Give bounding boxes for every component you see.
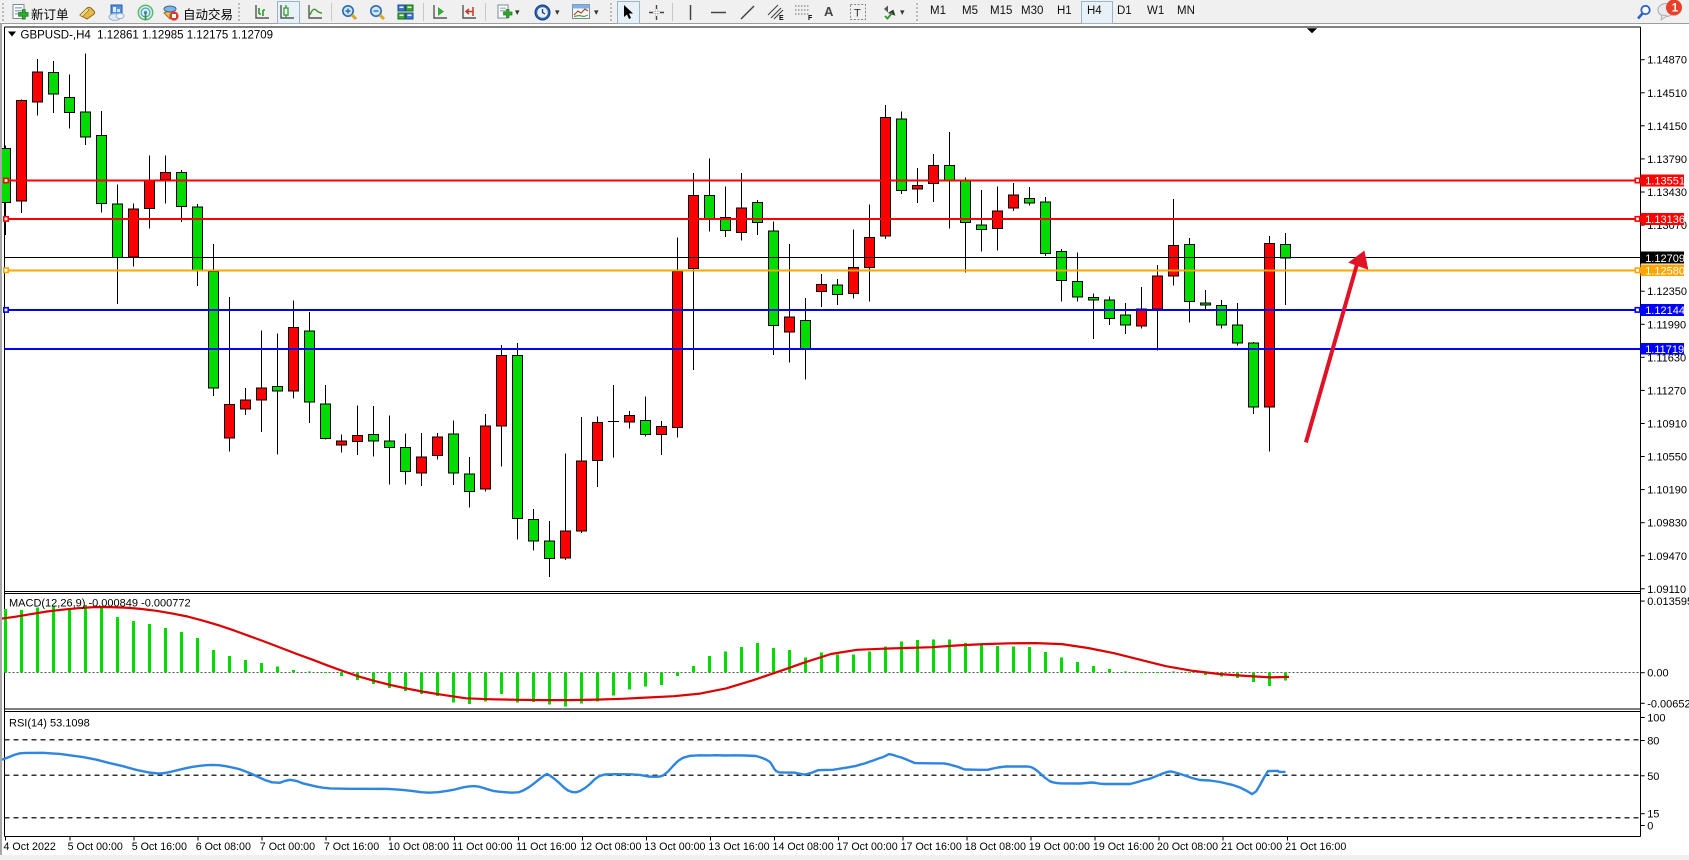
svg-text:1.13136: 1.13136: [1645, 214, 1685, 226]
svg-text:1.11270: 1.11270: [1647, 385, 1686, 397]
svg-text:F: F: [808, 15, 813, 21]
svg-text:1.11990: 1.11990: [1647, 319, 1686, 331]
svg-text:1.13551: 1.13551: [1645, 176, 1685, 188]
svg-text:19 Oct 16:00: 19 Oct 16:00: [1093, 841, 1154, 853]
svg-text:-0.00652: -0.00652: [1647, 698, 1689, 710]
svg-text:17 Oct 00:00: 17 Oct 00:00: [837, 841, 898, 853]
svg-text:1.09470: 1.09470: [1647, 551, 1687, 563]
svg-text:21 Oct 00:00: 21 Oct 00:00: [1221, 841, 1282, 853]
svg-text:4 Oct 2022: 4 Oct 2022: [4, 841, 56, 853]
svg-text:11 Oct 00:00: 11 Oct 00:00: [452, 841, 512, 853]
svg-text:1.09110: 1.09110: [1647, 584, 1686, 596]
svg-text:1.12350: 1.12350: [1647, 286, 1687, 298]
svg-text:1: 1: [1672, 3, 1679, 15]
svg-text:1.12144: 1.12144: [1645, 305, 1685, 317]
svg-text:T: T: [854, 8, 861, 20]
svg-text:18 Oct 08:00: 18 Oct 08:00: [965, 841, 1026, 853]
svg-text:14 Oct 08:00: 14 Oct 08:00: [773, 841, 834, 853]
svg-text:1.10190: 1.10190: [1647, 485, 1687, 497]
svg-text:17 Oct 16:00: 17 Oct 16:00: [901, 841, 962, 853]
svg-text:1.12709: 1.12709: [1645, 253, 1685, 265]
svg-text:1.10910: 1.10910: [1647, 419, 1687, 431]
svg-text:1.14510: 1.14510: [1647, 88, 1687, 100]
svg-text:1.13790: 1.13790: [1647, 154, 1687, 166]
svg-text:50: 50: [1647, 771, 1659, 783]
svg-text:0: 0: [1647, 821, 1653, 833]
svg-text:5 Oct 16:00: 5 Oct 16:00: [132, 841, 187, 853]
svg-text:1.14870: 1.14870: [1647, 55, 1687, 67]
svg-text:5 Oct 00:00: 5 Oct 00:00: [68, 841, 123, 853]
svg-text:E: E: [779, 15, 784, 21]
svg-text:1.09830: 1.09830: [1647, 518, 1687, 530]
svg-text:GBPUSD-,H4 1.12861 1.12985 1.: GBPUSD-,H4 1.12861 1.12985 1.12175 1.127…: [21, 30, 274, 42]
svg-text:10 Oct 08:00: 10 Oct 08:00: [388, 841, 449, 853]
svg-text:0.00: 0.00: [1647, 668, 1668, 680]
svg-text:RSI(14) 53.1098: RSI(14) 53.1098: [9, 718, 90, 730]
svg-text:0.013595: 0.013595: [1647, 596, 1689, 608]
svg-text:1.14150: 1.14150: [1647, 121, 1687, 133]
svg-text:1.12580: 1.12580: [1645, 266, 1685, 278]
svg-text:15: 15: [1647, 809, 1659, 821]
svg-text:13 Oct 00:00: 13 Oct 00:00: [644, 841, 705, 853]
svg-text:80: 80: [1647, 736, 1659, 748]
svg-text:7 Oct 00:00: 7 Oct 00:00: [260, 841, 315, 853]
svg-text:12 Oct 08:00: 12 Oct 08:00: [580, 841, 641, 853]
svg-text:20 Oct 08:00: 20 Oct 08:00: [1157, 841, 1218, 853]
svg-text:1.11630: 1.11630: [1647, 352, 1686, 364]
svg-text:100: 100: [1647, 713, 1665, 725]
svg-text:1.10550: 1.10550: [1647, 452, 1687, 464]
svg-text:1.13430: 1.13430: [1647, 187, 1687, 199]
svg-text:21 Oct 16:00: 21 Oct 16:00: [1285, 841, 1346, 853]
svg-text:1.11719: 1.11719: [1645, 344, 1684, 356]
svg-text:13 Oct 16:00: 13 Oct 16:00: [708, 841, 769, 853]
svg-text:MACD(12,26,9) -0.000849 -0.000: MACD(12,26,9) -0.000849 -0.000772: [9, 598, 191, 610]
svg-text:11 Oct 16:00: 11 Oct 16:00: [516, 841, 576, 853]
svg-text:6 Oct 08:00: 6 Oct 08:00: [196, 841, 251, 853]
svg-text:19 Oct 00:00: 19 Oct 00:00: [1029, 841, 1090, 853]
svg-text:7 Oct 16:00: 7 Oct 16:00: [324, 841, 379, 853]
